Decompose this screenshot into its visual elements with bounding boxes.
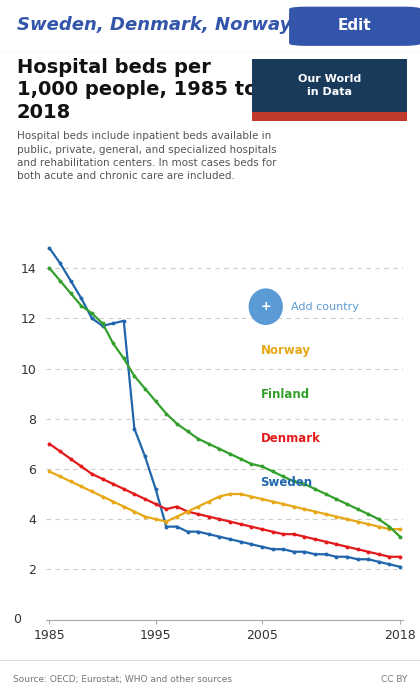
- Text: Finland: Finland: [260, 388, 310, 401]
- Text: +: +: [260, 300, 271, 313]
- FancyBboxPatch shape: [252, 113, 407, 121]
- FancyBboxPatch shape: [290, 8, 420, 45]
- Circle shape: [249, 288, 283, 325]
- Text: Our World
in Data: Our World in Data: [298, 74, 361, 97]
- Text: Edit: Edit: [338, 18, 372, 33]
- Text: Denmark: Denmark: [260, 432, 320, 444]
- Text: Norway: Norway: [260, 344, 310, 357]
- Text: 0: 0: [13, 613, 21, 626]
- FancyBboxPatch shape: [252, 60, 407, 121]
- Text: Sweden, Denmark, Norway: Sweden, Denmark, Norway: [17, 16, 291, 34]
- Text: Source: OECD; Eurostat; WHO and other sources: Source: OECD; Eurostat; WHO and other so…: [13, 675, 231, 684]
- Text: Add country: Add country: [291, 302, 359, 312]
- Text: Sweden: Sweden: [260, 476, 312, 489]
- Text: Hospital beds per
1,000 people, 1985 to
2018: Hospital beds per 1,000 people, 1985 to …: [17, 57, 257, 122]
- Text: CC BY: CC BY: [381, 675, 407, 684]
- Text: Hospital beds include inpatient beds available in
public, private, general, and : Hospital beds include inpatient beds ava…: [17, 132, 276, 181]
